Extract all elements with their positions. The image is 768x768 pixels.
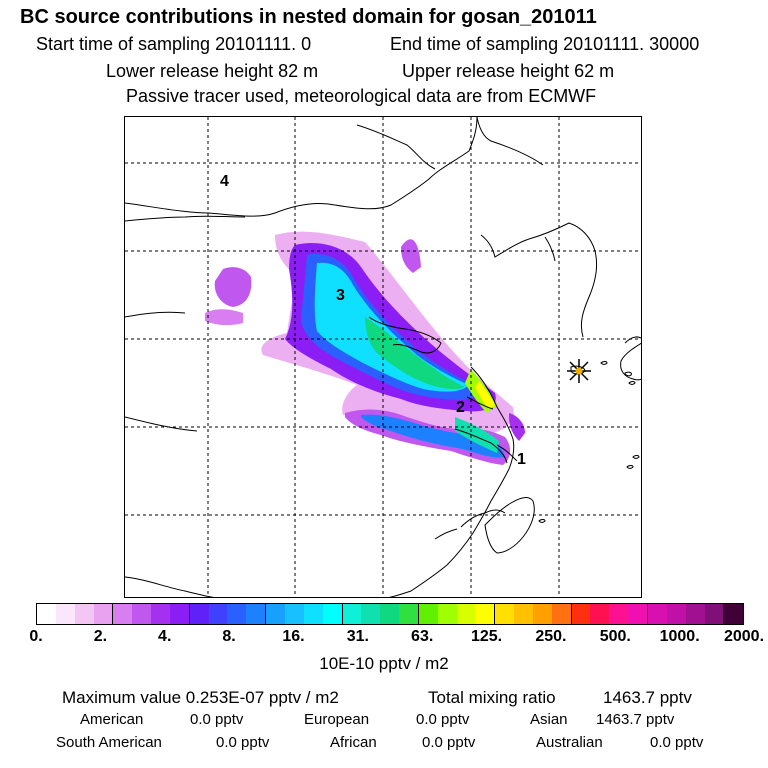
colorbar-segment (112, 604, 133, 624)
star-marker (567, 359, 591, 383)
colorbar-tick-label: 4. (158, 628, 172, 645)
colorbar-segment (456, 604, 476, 624)
sampling-end-label: End time of sampling 20101111. 30000 (390, 34, 700, 54)
colorbar-segment (609, 604, 629, 624)
map-panel: 4 3 2 1 (124, 116, 642, 598)
lower-release-label: Lower release height 82 m (106, 61, 319, 81)
region-name-american: American (80, 711, 144, 728)
colorbar-tick-label: 8. (222, 628, 236, 645)
colorbar-segment (685, 604, 705, 624)
maximum-value-label: Maximum value 0.253E-07 pptv / m2 (62, 688, 339, 707)
colorbar-segment (590, 604, 610, 624)
colorbar-tick-label: 250. (535, 628, 567, 645)
colorbar-segment (666, 604, 686, 624)
total-mixing-label: Total mixing ratio (428, 688, 556, 707)
colorbar-units: 10E-10 pptv / m2 (319, 654, 449, 673)
colorbar-tick-label: 63. (411, 628, 434, 645)
region-label-1: 1 (517, 451, 526, 468)
graticule (125, 117, 641, 597)
upper-release-label: Upper release height 62 m (402, 61, 615, 81)
region-label-4: 4 (220, 173, 229, 190)
coastlines (125, 117, 641, 597)
total-mixing-value: 1463.7 pptv (603, 688, 692, 707)
concentration-plume (205, 231, 525, 465)
colorbar-segment (74, 604, 94, 624)
colorbar-segment (417, 604, 438, 624)
colorbar-segment (227, 604, 247, 624)
colorbar-segment (151, 604, 170, 624)
region-value-european: 0.0 pptv (416, 711, 470, 728)
map-canvas (125, 117, 641, 597)
colorbar-tick-label: 16. (282, 628, 305, 645)
colorbar-segment (265, 604, 285, 624)
tracer-info-line: Passive tracer used, meteorological data… (126, 86, 597, 106)
region-name-european: European (304, 711, 370, 728)
colorbar-tick-label: 0. (29, 628, 43, 645)
colorbar-segment (551, 604, 571, 624)
region-name-asian: Asian (530, 711, 568, 728)
sampling-start-label: Start time of sampling 20101111. 0 (36, 34, 312, 54)
colorbar-segment (723, 604, 744, 624)
region-label-2: 2 (456, 399, 465, 416)
colorbar-segment (93, 604, 113, 624)
colorbar-segment (380, 604, 400, 624)
plot-title: BC source contributions in nested domain… (20, 6, 597, 28)
colorbar-segment (55, 604, 75, 624)
colorbar-segment (628, 604, 647, 624)
region-value-australian: 0.0 pptv (650, 734, 704, 751)
colorbar-segment (169, 604, 189, 624)
region-value-asian: 1463.7 pptv (596, 711, 675, 728)
region-value-african: 0.0 pptv (422, 734, 476, 751)
colorbar-segment (188, 604, 209, 624)
colorbar-tick-label: 1000. (659, 628, 700, 645)
colorbar (36, 603, 744, 625)
colorbar-tick-label: 2. (93, 628, 108, 645)
region-name-south-american: South American (56, 734, 162, 751)
colorbar-segment (647, 604, 667, 624)
colorbar-segment (322, 604, 342, 624)
region-name-australian: Australian (536, 734, 603, 751)
colorbar-segment (284, 604, 304, 624)
colorbar-segment (532, 604, 552, 624)
colorbar-segment (494, 604, 515, 624)
colorbar-segment (514, 604, 533, 624)
colorbar-segment (361, 604, 381, 624)
colorbar-tick-label: 2000. (723, 628, 765, 645)
colorbar-segment (341, 604, 362, 624)
colorbar-segment (246, 604, 266, 624)
region-name-african: African (330, 734, 377, 751)
colorbar-tick-label: 31. (346, 628, 369, 645)
colorbar-segment (37, 604, 56, 624)
colorbar-segment (437, 604, 457, 624)
colorbar-segment (570, 604, 591, 624)
colorbar-segment (132, 604, 152, 624)
colorbar-tick-label: 500. (599, 628, 631, 645)
region-value-south-american: 0.0 pptv (216, 734, 270, 751)
colorbar-tick-label: 125. (470, 628, 503, 645)
colorbar-segment (475, 604, 495, 624)
colorbar-segment (399, 604, 418, 624)
region-label-3: 3 (336, 287, 345, 304)
colorbar-segment (208, 604, 228, 624)
colorbar-segment (303, 604, 323, 624)
colorbar-segment (704, 604, 724, 624)
region-value-american: 0.0 pptv (190, 711, 244, 728)
